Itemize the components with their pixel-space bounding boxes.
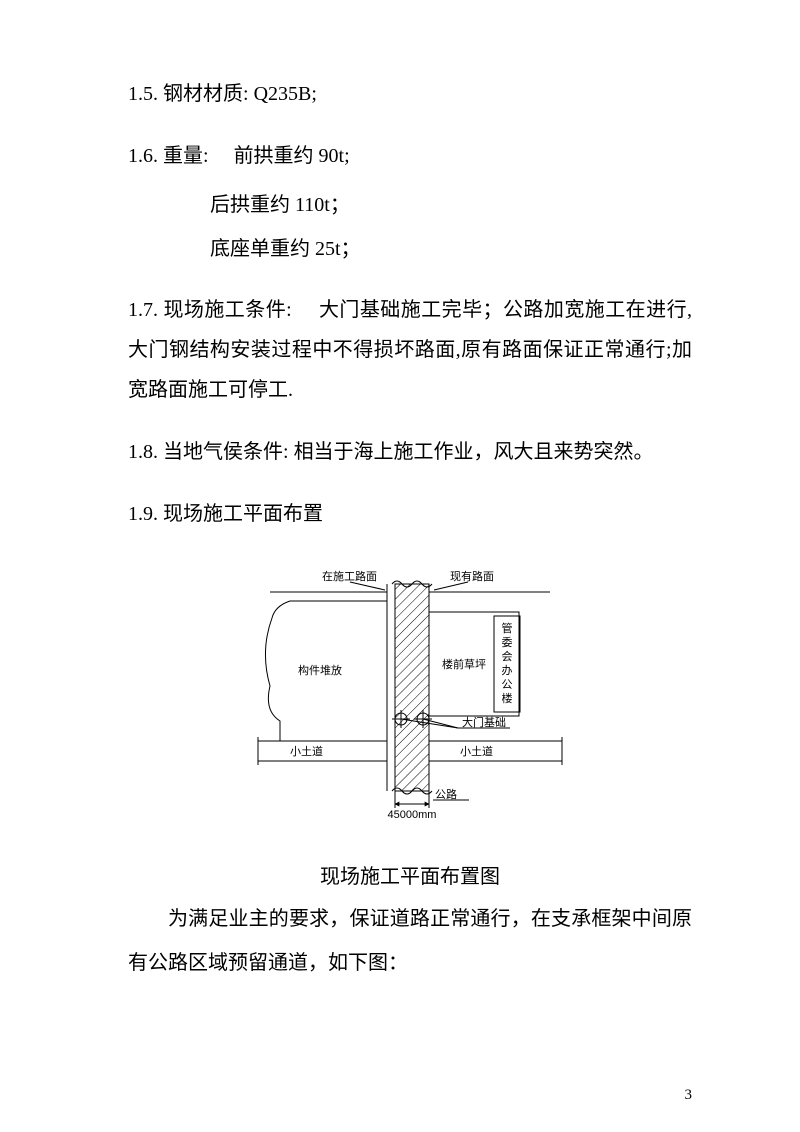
- item-title: 钢材材质:: [163, 83, 249, 105]
- svg-text:小土道: 小土道: [460, 744, 493, 758]
- weight-line-3-wrap: 底座单重约 25t；: [128, 230, 692, 268]
- item-label: 1.8.: [128, 441, 158, 463]
- item-title: 当地气侯条件:: [163, 441, 289, 463]
- item-value: Q235B;: [254, 83, 317, 105]
- item-1-6: 1.6. 重量: 前拱重约 90t;: [128, 136, 692, 176]
- item-1-7: 1.7. 现场施工条件: 大门基础施工完毕；公路加宽施工在进行,大门钢结构安装过…: [128, 290, 692, 410]
- svg-text:楼: 楼: [502, 691, 513, 705]
- diagram-svg: 在施工路面 现有路面构件堆放 楼前草坪 管委会办公楼大门基础小土道 小土道公路 45000…: [250, 556, 570, 836]
- svg-text:小土道: 小土道: [290, 744, 323, 758]
- item-label: 1.9.: [128, 503, 158, 525]
- svg-text:公: 公: [502, 679, 513, 691]
- item-1-8: 1.8. 当地气侯条件: 相当于海上施工作业，风大且来势突然。: [128, 432, 692, 472]
- page-number: 3: [685, 1087, 693, 1104]
- svg-text:管: 管: [502, 621, 513, 635]
- item-1-9: 1.9. 现场施工平面布置: [128, 494, 692, 534]
- weight-line-2-wrap: 后拱重约 110t；: [128, 186, 692, 224]
- weight-line-2: 后拱重约 110t；: [210, 194, 350, 216]
- body-paragraph: 为满足业主的要求，保证道路正常通行，在支承框架中间原有公路区域预留通道，如下图：: [128, 897, 692, 985]
- item-label: 1.5.: [128, 83, 158, 105]
- item-label: 1.7.: [128, 299, 158, 321]
- item-1-5: 1.5. 钢材材质: Q235B;: [128, 74, 692, 114]
- item-title: 现场施工条件:: [163, 299, 291, 321]
- item-title: 重量:: [163, 145, 209, 167]
- svg-text:办: 办: [502, 664, 513, 677]
- item-text: 相当于海上施工作业，风大且来势突然。: [294, 441, 654, 463]
- diagram-caption: 现场施工平面布置图: [128, 860, 692, 889]
- svg-text:委: 委: [502, 636, 513, 649]
- weight-line-3: 底座单重约 25t；: [210, 238, 361, 260]
- site-layout-diagram: 在施工路面 现有路面构件堆放 楼前草坪 管委会办公楼大门基础小土道 小土道公路 45000…: [128, 556, 692, 836]
- svg-text:构件堆放: 构件堆放: [298, 663, 342, 677]
- document-page: 1.5. 钢材材质: Q235B; 1.6. 重量: 前拱重约 90t; 后拱重…: [0, 0, 800, 1132]
- weight-line-1: 前拱重约 90t;: [234, 145, 350, 167]
- item-title: 现场施工平面布置: [163, 503, 323, 525]
- svg-text:45000mm: 45000mm: [388, 809, 437, 821]
- svg-text:楼前草坪: 楼前草坪: [442, 657, 486, 671]
- svg-text:会: 会: [502, 650, 513, 663]
- svg-text:现有路面: 现有路面: [450, 569, 494, 583]
- svg-text:大门基础: 大门基础: [462, 715, 506, 729]
- item-label: 1.6.: [128, 145, 158, 167]
- svg-text:公路: 公路: [435, 788, 457, 801]
- svg-text:在施工路面: 在施工路面: [322, 570, 377, 583]
